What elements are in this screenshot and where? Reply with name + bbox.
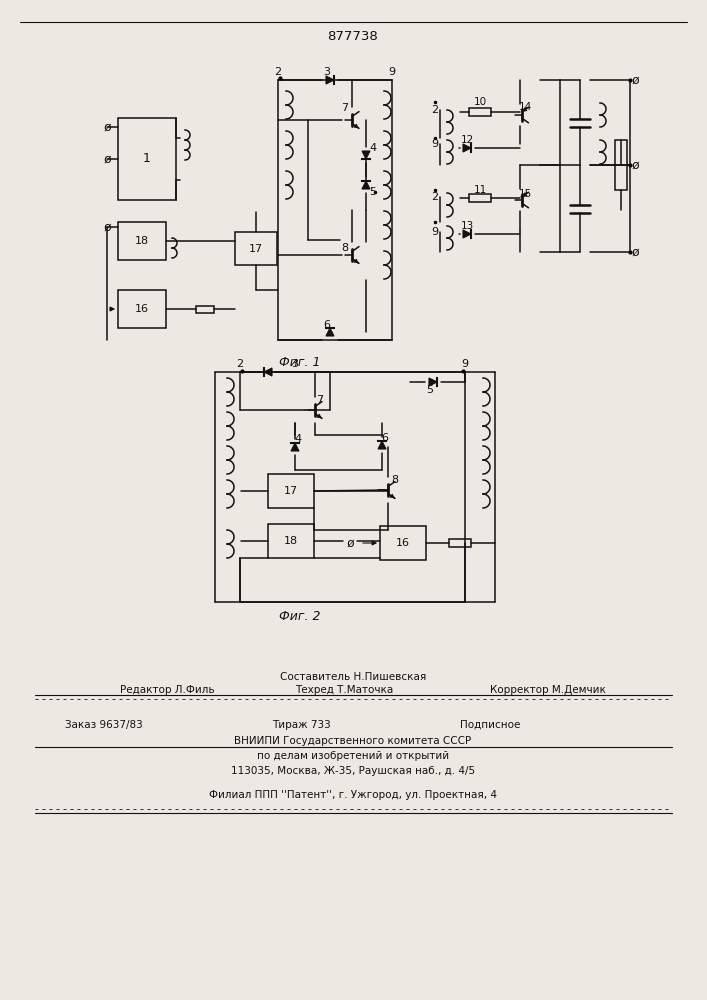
Text: 7: 7	[317, 395, 324, 405]
Text: ø: ø	[631, 158, 639, 172]
Bar	[118, 290, 166, 328]
Text: Редактор Л.Филь: Редактор Л.Филь	[120, 685, 215, 695]
Text: 4: 4	[370, 143, 377, 153]
Polygon shape	[429, 378, 437, 386]
Text: 13: 13	[460, 221, 474, 231]
Bar	[196, 306, 214, 312]
Bar	[118, 222, 166, 260]
Text: 113035, Москва, Ж-35, Раушская наб., д. 4/5: 113035, Москва, Ж-35, Раушская наб., д. …	[231, 766, 475, 776]
Text: Филиал ППП ''Патент'', г. Ужгород, ул. Проектная, 4: Филиал ППП ''Патент'', г. Ужгород, ул. П…	[209, 790, 497, 800]
Bar	[615, 140, 627, 190]
Text: ВНИИПИ Государственного комитета СССР: ВНИИПИ Государственного комитета СССР	[235, 736, 472, 746]
Text: 11: 11	[474, 185, 486, 195]
Bar	[449, 539, 471, 547]
Polygon shape	[463, 144, 471, 152]
Polygon shape	[264, 368, 272, 376]
Text: 3: 3	[324, 67, 330, 77]
Text: Составитель Н.Пишевская: Составитель Н.Пишевская	[280, 672, 426, 682]
Text: Корректор М.Демчик: Корректор М.Демчик	[490, 685, 606, 695]
Polygon shape	[362, 181, 370, 189]
Text: 8: 8	[392, 475, 399, 485]
Text: 18: 18	[135, 236, 149, 246]
Text: Тираж 733: Тираж 733	[272, 720, 331, 730]
Text: 4: 4	[294, 434, 302, 444]
Text: ø: ø	[631, 245, 639, 258]
Text: 6: 6	[382, 433, 389, 443]
Text: по делам изобретений и открытий: по делам изобретений и открытий	[257, 751, 449, 761]
Bar	[268, 474, 314, 508]
Text: 9: 9	[388, 67, 395, 77]
Text: ø: ø	[103, 221, 111, 233]
Text: ø: ø	[346, 536, 354, 550]
Text: 16: 16	[396, 538, 410, 548]
Polygon shape	[326, 76, 334, 84]
Text: ø: ø	[103, 120, 111, 133]
Text: Техред Т.Маточка: Техред Т.Маточка	[295, 685, 393, 695]
Text: Подписное: Подписное	[460, 720, 520, 730]
Text: 8: 8	[341, 243, 349, 253]
Text: 18: 18	[284, 536, 298, 546]
Text: 6: 6	[324, 320, 330, 330]
Text: 15: 15	[518, 189, 532, 199]
Text: 9: 9	[431, 139, 438, 149]
Bar	[118, 118, 176, 200]
Text: 17: 17	[284, 486, 298, 496]
Text: 2: 2	[274, 67, 281, 77]
Text: 2: 2	[431, 105, 438, 115]
Bar	[235, 232, 277, 265]
Text: Заказ 9637/83: Заказ 9637/83	[65, 720, 143, 730]
Text: 5: 5	[370, 187, 377, 197]
Text: 9: 9	[431, 227, 438, 237]
Text: 2: 2	[236, 359, 244, 369]
Bar	[380, 526, 426, 560]
Text: 2: 2	[431, 192, 438, 202]
Text: Фиг. 2: Фиг. 2	[279, 610, 321, 624]
Text: 877738: 877738	[327, 30, 378, 43]
Text: 14: 14	[518, 102, 532, 112]
Text: 5: 5	[426, 385, 433, 395]
Text: 9: 9	[462, 359, 469, 369]
Text: ø: ø	[103, 152, 111, 165]
Text: 10: 10	[474, 97, 486, 107]
Polygon shape	[378, 441, 386, 449]
Polygon shape	[326, 328, 334, 336]
Bar	[469, 194, 491, 202]
Text: 3: 3	[291, 359, 298, 369]
Polygon shape	[362, 151, 370, 159]
Text: ø: ø	[631, 74, 639, 87]
Text: 16: 16	[135, 304, 149, 314]
Bar	[268, 524, 314, 558]
Bar	[469, 108, 491, 116]
Polygon shape	[291, 443, 299, 451]
Text: 12: 12	[460, 135, 474, 145]
Text: 1: 1	[143, 152, 151, 165]
Text: Фиг. 1: Фиг. 1	[279, 356, 321, 368]
Polygon shape	[463, 230, 471, 238]
Text: 7: 7	[341, 103, 349, 113]
Text: 17: 17	[249, 244, 263, 254]
